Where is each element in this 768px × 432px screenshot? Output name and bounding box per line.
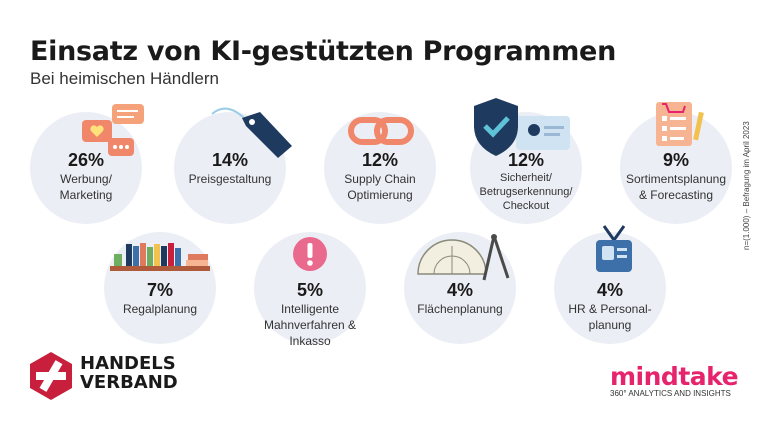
mindtake-logo: mindtake 360° ANALYTICS AND INSIGHTS (610, 362, 760, 398)
category-label: Sicherheit/ Betrugserkennung/ Checkout (479, 172, 573, 212)
speech-bubbles-heart-icon (82, 104, 144, 156)
category-label: Intelligente Mahnverfahren & Inkasso (263, 302, 357, 348)
value-label: 12% (507, 150, 545, 170)
stat-mahn: 5% Intelligente Mahnverfahren & Inkasso (235, 280, 385, 349)
value-label: 4% (596, 280, 623, 300)
handelsverband-wordmark: HANDELS VERBAND (80, 353, 178, 393)
exclamation-icon (293, 237, 327, 271)
category-label: Supply Chain Optimierung (344, 172, 416, 202)
stat-sortiment: 9% Sortimentsplanung & Forecasting (601, 150, 751, 203)
mindtake-tagline: 360° ANALYTICS AND INSIGHTS (610, 389, 731, 398)
category-label: Flächenplanung (417, 302, 503, 316)
mindtake-wordmark: mindtake (610, 362, 739, 391)
category-label: Sortimentsplanung & Forecasting (625, 172, 727, 202)
value-label: 7% (146, 280, 173, 300)
stat-sicherheit: 12% Sicherheit/ Betrugserkennung/ Checko… (451, 150, 601, 213)
value-label: 5% (296, 280, 323, 300)
value-label: 4% (446, 280, 473, 300)
value-label: 26% (67, 150, 105, 170)
bookshelf-icon (110, 243, 210, 271)
stat-werbung: 26% Werbung/ Marketing (11, 150, 161, 203)
category-label: Preisgestaltung (188, 172, 272, 186)
handelsverband-logo: HANDELS VERBAND (28, 350, 228, 406)
id-badge-icon (596, 225, 632, 272)
price-tag-icon (211, 107, 292, 158)
chart-title: Einsatz von KI-gestützten Programmen (30, 36, 616, 67)
stat-supply: 12% Supply Chain Optimierung (305, 150, 455, 203)
stat-preis: 14% Preisgestaltung (155, 150, 305, 187)
value-label: 9% (662, 150, 689, 170)
checklist-cart-icon (656, 102, 704, 146)
protractor-compass-icon (417, 234, 510, 281)
chart-subtitle: Bei heimischen Händlern (30, 69, 219, 88)
stat-regal: 7% Regalplanung (85, 280, 235, 317)
shield-id-card-icon (474, 98, 570, 156)
stat-hr: 4% HR & Personal- planung (535, 280, 685, 333)
category-label: HR & Personal- planung (568, 302, 652, 332)
stat-flaeche: 4% Flächenplanung (385, 280, 535, 317)
category-label: Werbung/ Marketing (59, 172, 113, 202)
handelsverband-emblem-icon (30, 352, 72, 400)
chain-link-icon (348, 117, 414, 145)
category-label: Regalplanung (122, 302, 198, 316)
value-label: 12% (361, 150, 399, 170)
value-label: 14% (211, 150, 249, 170)
